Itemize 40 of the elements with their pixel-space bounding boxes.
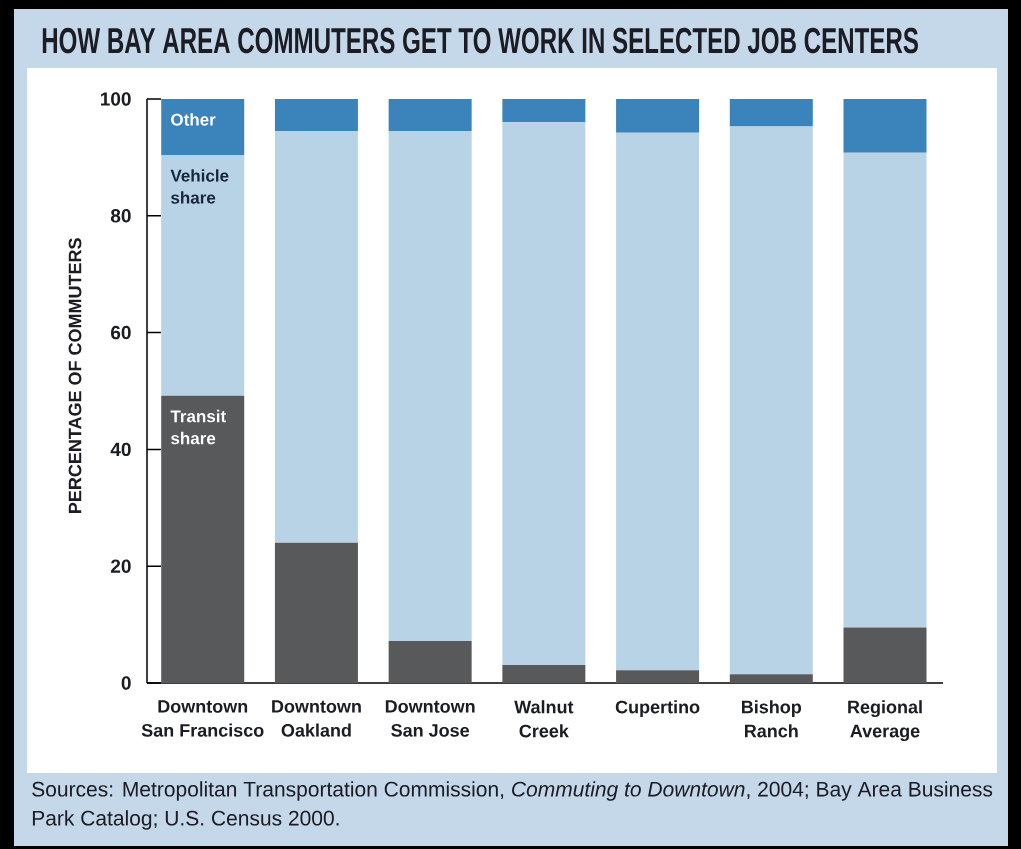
bar <box>729 674 813 683</box>
y-tick-label: 60 <box>111 325 131 340</box>
bar <box>388 98 472 132</box>
chart-title: HOW BAY AREA COMMUTERS GET TO WORK IN SELECTED JOB CENTERS <box>42 27 918 54</box>
x-tick-label: Bishop Ranch <box>742 700 802 738</box>
x-tick-label: Regional Average <box>848 700 922 742</box>
y-tick-label: 0 <box>121 676 131 690</box>
bar <box>161 98 245 156</box>
y-tick-label: 40 <box>110 442 131 457</box>
x-tick-label: Cupertino <box>615 700 700 717</box>
x-tick-label: Downtown Oakland <box>272 700 361 737</box>
bar <box>843 627 927 683</box>
series-label: Vehicle share <box>170 169 229 204</box>
bar <box>616 98 700 133</box>
bar <box>729 98 813 127</box>
x-tick-label: Downtown San Jose <box>385 700 475 737</box>
x-tick-label: Walnut Creek <box>514 700 574 738</box>
bar <box>274 542 358 683</box>
bar <box>161 155 245 396</box>
y-tick-label: 100 <box>100 92 131 106</box>
bar <box>274 131 358 543</box>
bar <box>161 395 245 683</box>
bar <box>843 152 927 628</box>
bar <box>729 126 813 675</box>
x-tick-label: Downtown San Francisco <box>141 700 264 737</box>
bar <box>274 98 358 132</box>
bar <box>616 132 700 671</box>
bar <box>843 98 927 153</box>
bar <box>388 131 472 641</box>
y-tick-label: 20 <box>111 559 131 573</box>
bar <box>388 640 472 683</box>
text: Sources: Metropolitan Transportation Commission, Commuting to Downtown, 2004; Bay Area Business Park Catalog; U.S. Census 2000. <box>32 781 993 830</box>
series-label: Transit share <box>170 409 226 445</box>
bar <box>616 670 700 683</box>
y-tick-label: 80 <box>110 209 131 223</box>
series-label: Other <box>171 113 216 126</box>
y-axis-title: PERCENTAGE OF COMMUTERS <box>68 238 82 513</box>
bar <box>502 122 586 665</box>
bar <box>502 98 586 123</box>
bar <box>502 664 586 683</box>
